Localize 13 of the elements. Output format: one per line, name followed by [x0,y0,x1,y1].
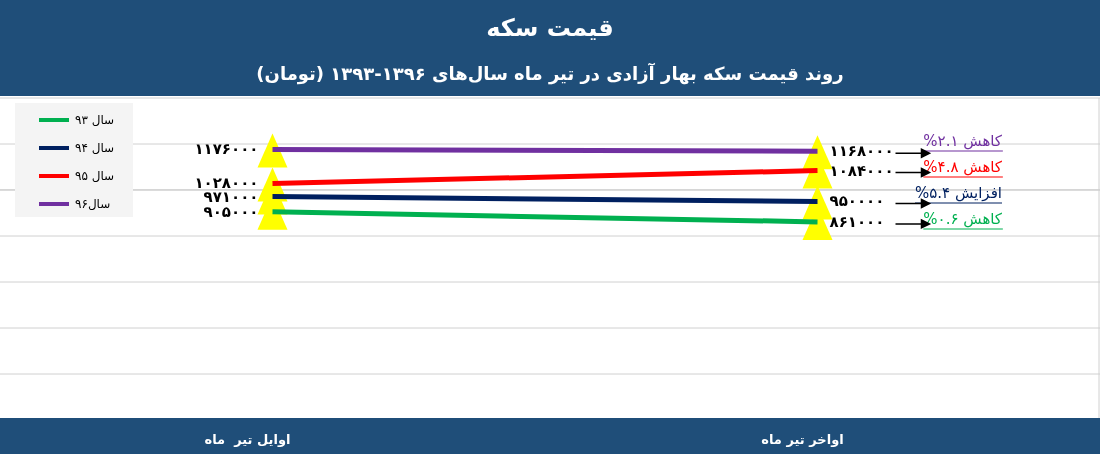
data-label: ۸۶۱۰۰۰ [829,212,885,231]
data-label: ۱۰۸۴۰۰۰ [829,161,894,180]
chart-title: قیمت سکه [486,14,614,42]
legend-label: سال ۹۴ [75,141,115,155]
data-label: ۱۱۷۶۰۰۰ [194,140,259,159]
chart-subtitle: روند قیمت سکه بهار آزادی در تیر ماه سال‌های ۱۳۹۶-۱۳۹۳ (تومان) [256,62,844,85]
data-label: ۱۱۶۸۰۰۰ [829,142,894,161]
legend-label: سال ۹۳ [75,113,115,127]
data-label: ۹۵۰۰۰۰ [829,192,885,211]
x-tick-label: اوایل تیر ماه [204,432,291,447]
x-tick-label: اواخر تیر ماه [761,432,844,447]
legend-label: سال۹۶ [75,197,111,211]
legend-label: سال ۹۵ [75,169,115,183]
